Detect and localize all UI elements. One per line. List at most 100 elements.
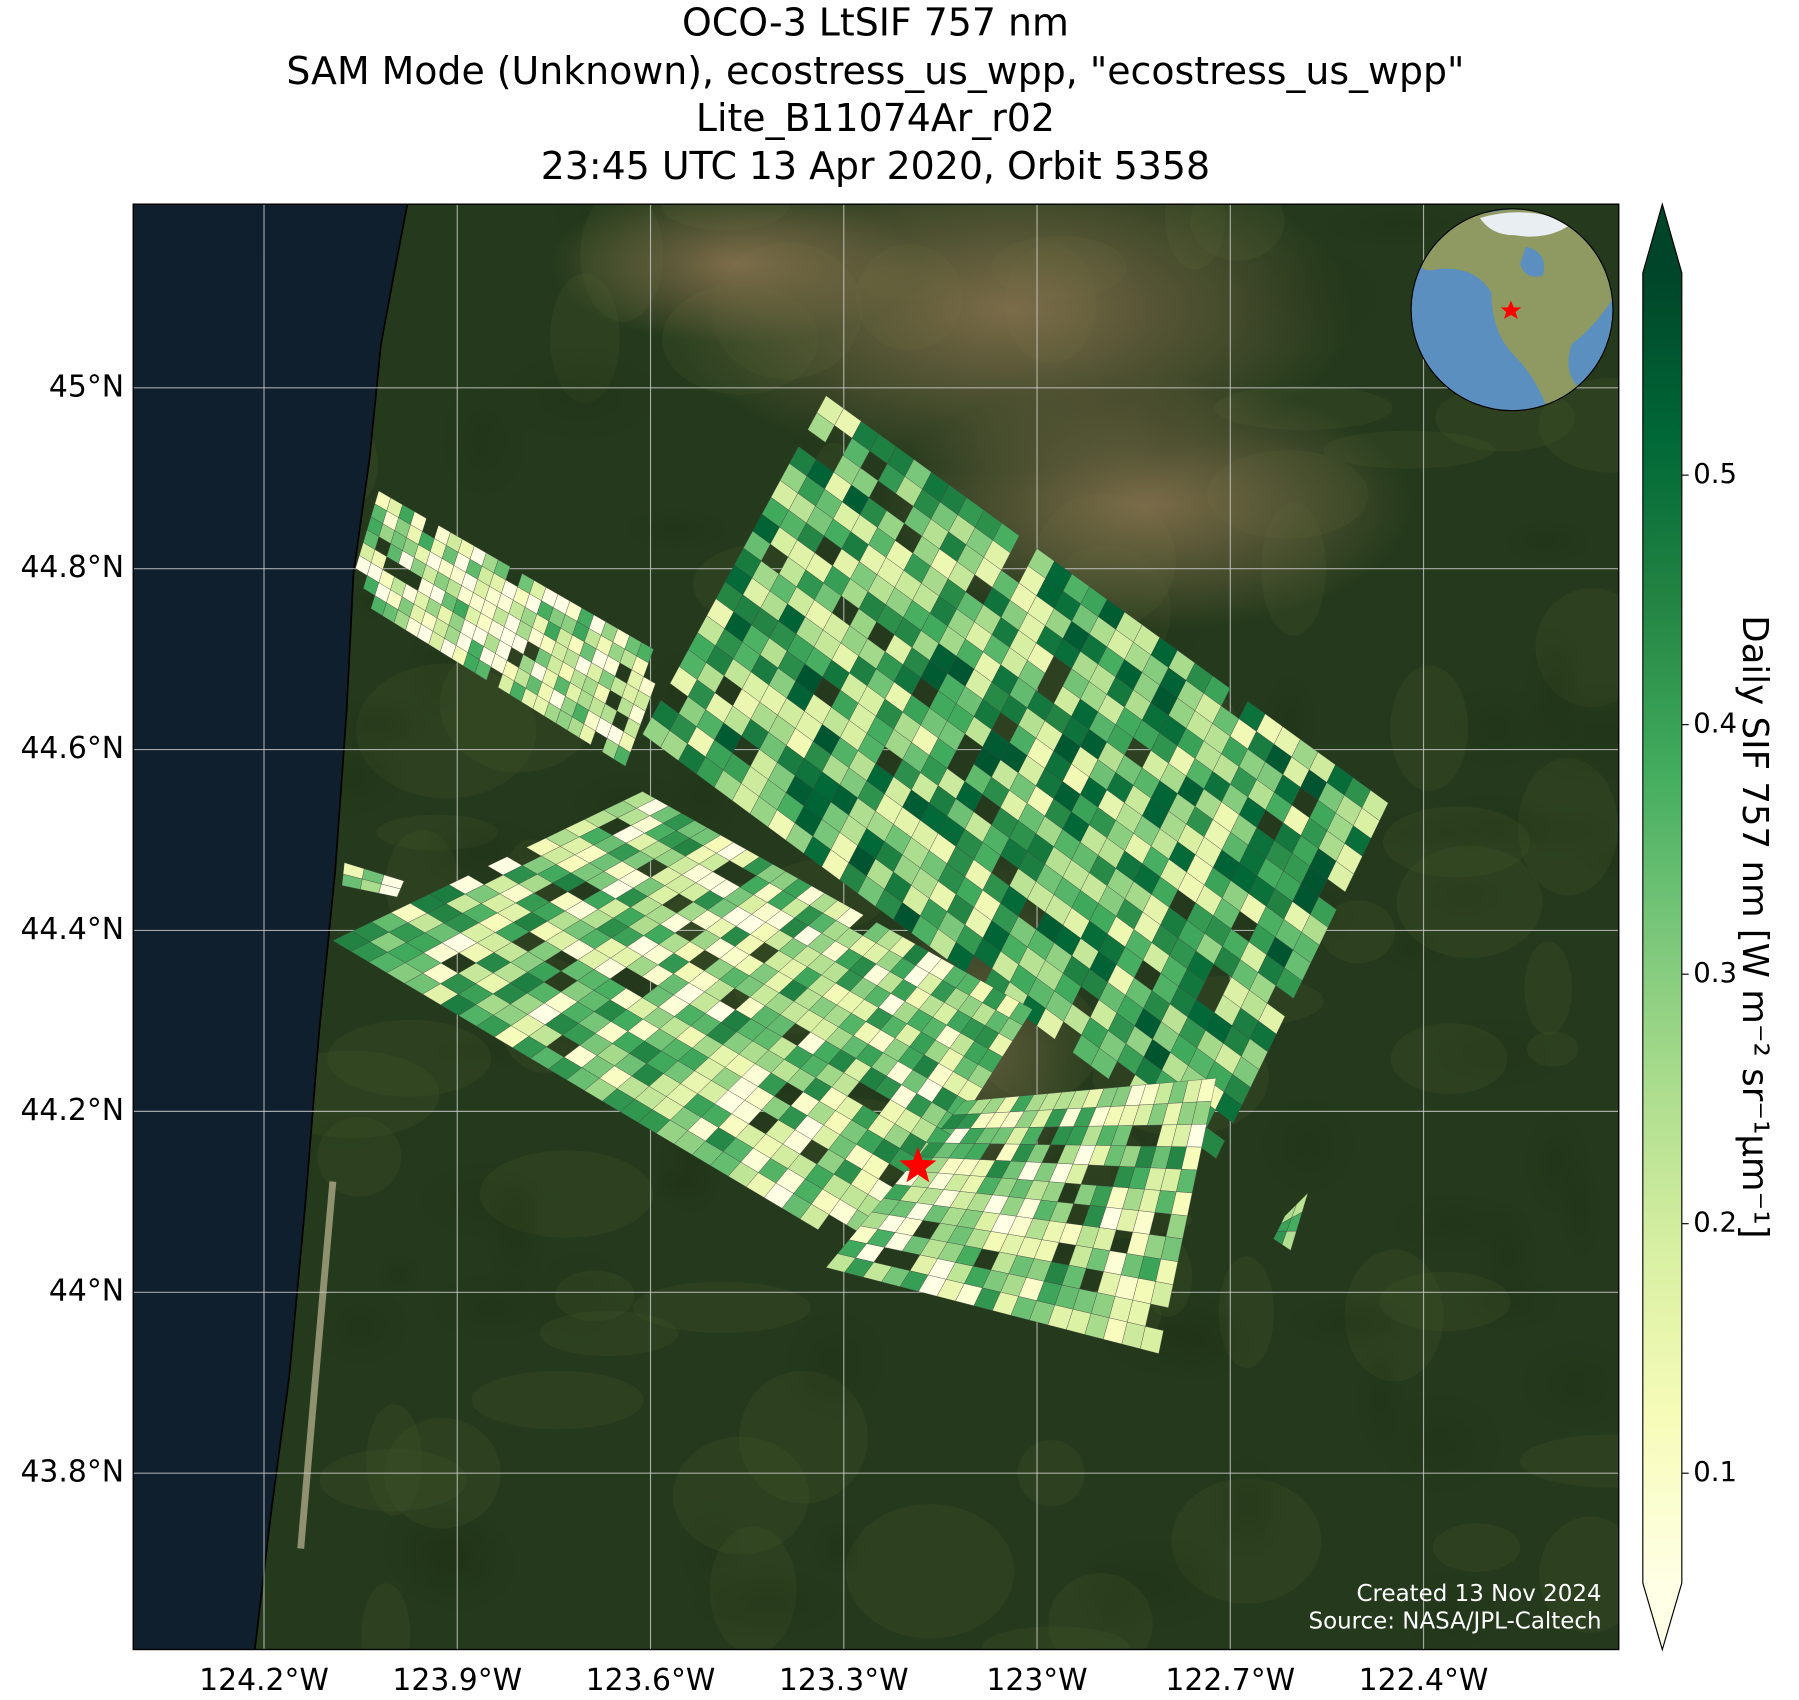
globe-bay — [1520, 246, 1545, 277]
y-tick-label: 44°N — [49, 1274, 124, 1309]
footprint — [474, 659, 492, 681]
globe-ice — [1479, 212, 1572, 237]
terrain-patch — [317, 1117, 402, 1197]
terrain-patch — [681, 1564, 854, 1642]
y-tick-label: 44.4°N — [20, 912, 124, 947]
terrain-patch — [1048, 1573, 1153, 1650]
terrain-patch — [471, 1370, 644, 1430]
globe-outline — [1410, 208, 1614, 412]
terrain-patch — [282, 1109, 410, 1151]
terrain-patch — [1208, 1448, 1288, 1562]
terrain-patch — [1278, 1293, 1418, 1350]
terrain-patch — [539, 1310, 678, 1357]
y-tick-label: 45°N — [49, 369, 124, 404]
terrain-patch — [1379, 1271, 1511, 1332]
terrain-patch — [777, 1303, 893, 1422]
title-line: 23:45 UTC 13 Apr 2020, Orbit 5358 — [541, 144, 1210, 188]
footprint — [1090, 1047, 1118, 1080]
x-tick-label: 124.2°W — [199, 1663, 329, 1698]
terrain-patch — [1473, 1196, 1541, 1309]
coastline — [253, 204, 409, 1650]
colorbar-tick-label: 0.4 — [1693, 708, 1737, 740]
terrain-patch — [483, 1177, 548, 1303]
terrain-patch — [1353, 1338, 1407, 1461]
terrain-patch — [366, 1404, 422, 1516]
footprint — [378, 883, 401, 898]
terrain-patch — [1538, 378, 1619, 473]
colorbar-tick-label: 0.1 — [1693, 1456, 1737, 1488]
colorbar-gradient — [1642, 273, 1682, 1583]
map-frame — [132, 203, 1620, 1651]
x-tick-label: 123.3°W — [779, 1663, 909, 1698]
terrain-patch — [633, 1281, 811, 1333]
footprint — [1150, 1281, 1174, 1308]
map-area: Created 13 Nov 2024 Source: NASA/JPL-Cal… — [133, 204, 1619, 1650]
terrain-patch — [618, 506, 734, 553]
terrain-patch — [1432, 1523, 1521, 1572]
terrain-patch — [1395, 1565, 1504, 1650]
target-star — [899, 1146, 937, 1183]
terrain-patch — [672, 1436, 810, 1555]
colorbar-label: Daily SIF 757 nm [W m⁻² sr⁻¹μm⁻¹] — [1734, 615, 1775, 1238]
colorbar: Daily SIF 757 nm [W m⁻² sr⁻¹μm⁻¹] 0.1 0.2… — [1642, 202, 1775, 1652]
terrain-patch — [554, 1270, 635, 1322]
terrain-patch — [435, 375, 532, 505]
credit: Created 13 Nov 2024 — [1357, 1581, 1602, 1607]
terrain-patch — [1145, 1296, 1255, 1387]
footprint — [1215, 1091, 1243, 1124]
y-tick-label: 43.8°N — [20, 1455, 124, 1490]
terrain-patch — [374, 1251, 424, 1297]
terrain-patch — [1526, 1031, 1579, 1067]
terrain-patch — [1370, 1386, 1511, 1502]
terrain-patch — [1383, 806, 1531, 878]
terrain-patch — [1411, 1012, 1574, 1095]
terrain-patch — [361, 1583, 411, 1650]
terrain-patch — [808, 1517, 868, 1579]
valley — [550, 204, 918, 345]
terrain-patch — [1513, 1334, 1619, 1434]
terrain-patch — [319, 1449, 468, 1512]
axis-labels: 124.2°W 123.9°W 123.6°W 123.3°W 123°W 122.7°W… — [20, 369, 1488, 1698]
terrain-patch — [1524, 941, 1573, 1036]
footprint — [799, 1203, 830, 1230]
terrain-patch — [1390, 1023, 1508, 1095]
terrain-patch — [981, 1626, 1130, 1650]
terrain-patch — [1519, 1434, 1619, 1488]
terrain-patch — [1254, 1091, 1362, 1200]
terrain-patch — [1517, 757, 1619, 896]
terrain-patch — [1428, 789, 1556, 860]
footprint — [1140, 1326, 1164, 1354]
y-tick-label: 44.8°N — [20, 550, 124, 585]
terrain-patch — [373, 1490, 504, 1605]
footprint — [1327, 860, 1354, 893]
terrain-patch — [1374, 921, 1452, 974]
x-tick-label: 122.4°W — [1359, 1663, 1489, 1698]
terrain-patch — [1521, 624, 1589, 757]
credit: Source: NASA/JPL-Caltech — [1309, 1608, 1602, 1634]
terrain-patch — [1539, 1516, 1619, 1633]
colorbar-extend-max — [1642, 204, 1682, 274]
title: OCO-3 LtSIF 757 nm SAM Mode (Unknown), e… — [286, 1, 1464, 188]
footprint — [1275, 967, 1303, 999]
terrain-patch — [1390, 665, 1469, 791]
footprint — [1281, 1231, 1297, 1251]
terrain-patch — [494, 344, 667, 447]
globe-target — [1500, 300, 1522, 319]
footprint — [807, 412, 835, 443]
terrain-patch — [306, 1281, 415, 1370]
title-line: Lite_B11074Ar_r02 — [696, 96, 1055, 140]
terrain-patch — [1498, 518, 1595, 566]
dunes — [297, 1181, 337, 1549]
x-tick-label: 122.7°W — [1165, 1663, 1295, 1698]
colorbar-outline — [1642, 202, 1683, 1652]
x-tick-label: 123.6°W — [586, 1663, 716, 1698]
terrain-patch — [1520, 1105, 1595, 1223]
terrain-patch — [1065, 1533, 1236, 1637]
footprint — [578, 723, 596, 746]
y-tick-label: 44.6°N — [20, 731, 124, 766]
title-line: OCO-3 LtSIF 757 nm — [682, 1, 1069, 45]
ocean — [133, 204, 408, 1650]
colorbar-tick-label: 0.5 — [1693, 458, 1737, 490]
